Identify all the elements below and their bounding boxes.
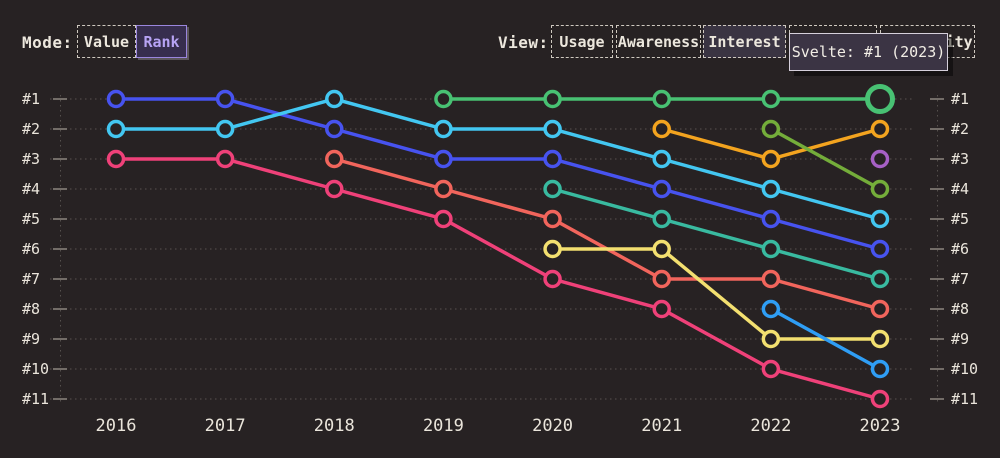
svg-text:#10: #10 — [22, 360, 49, 378]
mode-rank-button[interactable]: Rank — [136, 25, 187, 58]
svg-text:#1: #1 — [22, 90, 40, 108]
view-label: View: — [498, 33, 549, 52]
svg-text:#6: #6 — [22, 240, 40, 258]
svg-text:2020: 2020 — [532, 416, 573, 436]
svg-text:#9: #9 — [22, 330, 40, 348]
svg-text:#6: #6 — [951, 240, 969, 258]
svg-text:#5: #5 — [22, 210, 40, 228]
view-awareness-button[interactable]: Awareness — [616, 25, 701, 58]
tooltip-text: Svelte: #1 (2023) — [791, 43, 946, 61]
svg-text:#11: #11 — [22, 390, 49, 408]
svg-text:#4: #4 — [951, 180, 969, 198]
svg-text:#2: #2 — [951, 120, 969, 138]
svg-text:2018: 2018 — [314, 416, 355, 436]
svg-text:#10: #10 — [951, 360, 978, 378]
svg-text:2021: 2021 — [641, 416, 682, 436]
mode-label: Mode: — [22, 33, 73, 52]
svg-text:#9: #9 — [951, 330, 969, 348]
svg-text:#8: #8 — [22, 300, 40, 318]
svg-text:2023: 2023 — [860, 416, 901, 436]
svg-text:#7: #7 — [951, 270, 969, 288]
svg-text:#1: #1 — [951, 90, 969, 108]
hover-tooltip: Svelte: #1 (2023) — [789, 33, 948, 71]
svg-text:#4: #4 — [22, 180, 40, 198]
svg-text:2016: 2016 — [96, 416, 137, 436]
svg-text:2017: 2017 — [205, 416, 246, 436]
svg-text:#3: #3 — [22, 150, 40, 168]
svg-text:#3: #3 — [951, 150, 969, 168]
svg-text:#11: #11 — [951, 390, 978, 408]
svg-text:#8: #8 — [951, 300, 969, 318]
svg-text:2019: 2019 — [423, 416, 464, 436]
svg-text:#5: #5 — [951, 210, 969, 228]
view-usage-button[interactable]: Usage — [551, 25, 613, 58]
svg-text:#2: #2 — [22, 120, 40, 138]
svg-text:#7: #7 — [22, 270, 40, 288]
view-interest-button[interactable]: Interest — [703, 25, 786, 58]
mode-value-button[interactable]: Value — [77, 25, 136, 58]
svg-text:2022: 2022 — [750, 416, 791, 436]
